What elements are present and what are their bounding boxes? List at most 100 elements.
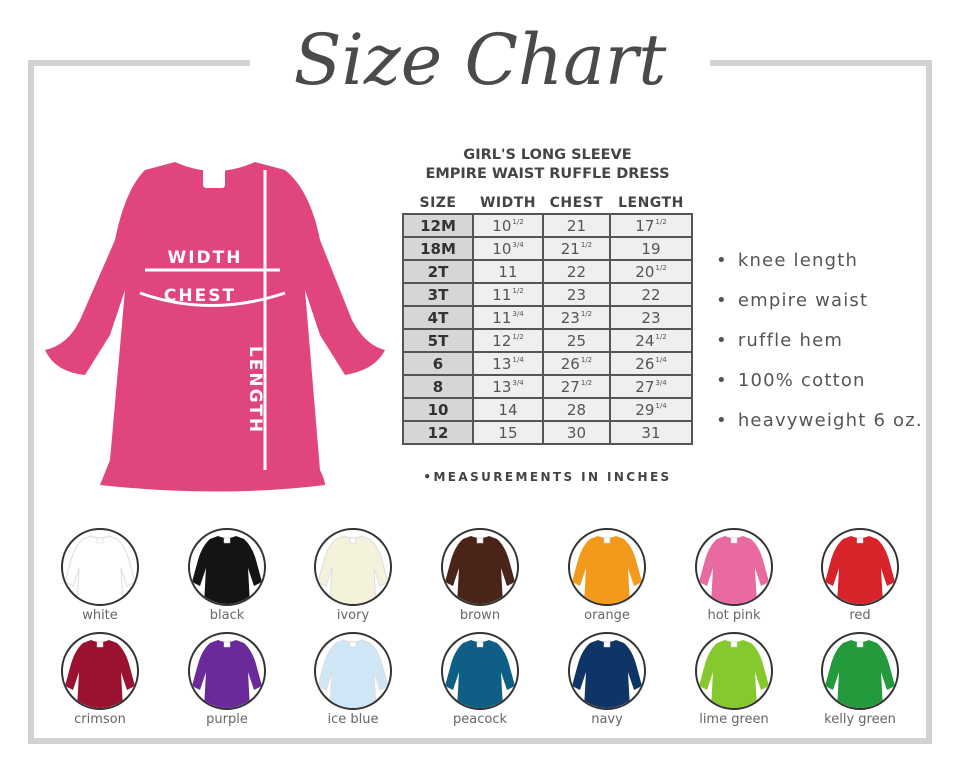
dress-thumbnail xyxy=(188,528,266,606)
color-name: purple xyxy=(206,712,248,727)
column-header: WIDTH xyxy=(479,195,536,211)
table-row: 4T 113/4 231/2 23 xyxy=(402,305,694,330)
width-cell: 14 xyxy=(472,397,544,422)
dress-thumbnail xyxy=(314,528,392,606)
fraction: 3/4 xyxy=(655,378,667,387)
table-row: 12M 101/2 21 171/2 xyxy=(402,213,694,238)
color-name: ivory xyxy=(336,608,370,623)
color-name: white xyxy=(82,608,118,623)
feature-item: ruffle hem xyxy=(716,330,923,370)
fraction: 1/2 xyxy=(580,309,593,318)
fraction: 1/2 xyxy=(655,217,667,226)
width-cell: 133/4 xyxy=(472,374,544,399)
fraction: 3/4 xyxy=(512,309,524,318)
fraction: 1/2 xyxy=(655,332,667,341)
fraction: 1/2 xyxy=(655,263,667,272)
size-cell: 4T xyxy=(402,305,474,330)
length-cell: 261/4 xyxy=(608,351,694,376)
color-swatch[interactable]: crimson xyxy=(45,632,155,727)
size-cell: 18M xyxy=(402,236,474,261)
length-cell: 19 xyxy=(608,236,694,261)
dress-thumbnail xyxy=(188,632,266,710)
dress-tag xyxy=(203,166,225,188)
dress-illustration: WIDTH CHEST LENGTH xyxy=(45,162,385,492)
dress-thumbnail xyxy=(314,632,392,710)
width-cell: 113/4 xyxy=(472,305,544,330)
chest-cell: 25 xyxy=(541,328,611,353)
chest-cell: 261/2 xyxy=(541,351,611,376)
fraction: 1/2 xyxy=(580,240,593,249)
width-cell: 131/4 xyxy=(472,351,544,376)
fraction: 1/2 xyxy=(512,332,524,341)
feature-item: knee length xyxy=(716,250,923,290)
dress-thumbnail xyxy=(568,528,646,606)
fraction: 1/2 xyxy=(580,378,593,387)
width-cell: 101/2 xyxy=(472,213,544,238)
fraction: 3/4 xyxy=(512,240,524,249)
size-cell: 3T xyxy=(402,282,474,307)
dress-thumbnail xyxy=(61,528,139,606)
chest-cell: 231/2 xyxy=(541,305,611,330)
color-swatch[interactable]: brown xyxy=(425,528,535,623)
table-row: 2T 11 22 201/2 xyxy=(402,259,694,284)
size-cell: 10 xyxy=(402,397,474,422)
dress-thumbnail xyxy=(695,632,773,710)
dress-thumbnail xyxy=(821,528,899,606)
color-swatch[interactable]: kelly green xyxy=(805,632,915,727)
column-header: CHEST xyxy=(549,195,604,211)
fraction: 1/4 xyxy=(512,355,524,364)
chest-arrow xyxy=(139,291,286,307)
size-cell: 5T xyxy=(402,328,474,353)
color-swatch[interactable]: peacock xyxy=(425,632,535,727)
color-swatch[interactable]: orange xyxy=(552,528,662,623)
length-cell: 291/4 xyxy=(608,397,694,422)
dress-thumbnail xyxy=(441,528,519,606)
length-cell: 201/2 xyxy=(608,259,694,284)
width-cell: 121/2 xyxy=(472,328,544,353)
color-name: orange xyxy=(584,608,630,623)
feature-item: 100% cotton xyxy=(716,370,923,410)
color-name: crimson xyxy=(74,712,126,727)
color-swatch[interactable]: purple xyxy=(172,632,282,727)
color-swatch[interactable]: white xyxy=(45,528,155,623)
length-cell: 22 xyxy=(608,282,694,307)
page-title: Size Chart xyxy=(250,0,710,120)
dress-thumbnail xyxy=(441,632,519,710)
fraction: 1/4 xyxy=(655,401,667,410)
width-label: WIDTH xyxy=(167,248,242,268)
color-swatch[interactable]: black xyxy=(172,528,282,623)
dress-thumbnail xyxy=(821,632,899,710)
color-swatch[interactable]: red xyxy=(805,528,915,623)
size-table: SIZE WIDTH CHEST LENGTH 12M 101/2 21 171/2 18M 1… xyxy=(402,193,694,445)
feature-list: knee lengthempire waistruffle hem100% co… xyxy=(716,250,923,450)
color-swatch[interactable]: hot pink xyxy=(679,528,789,623)
feature-item: empire waist xyxy=(716,290,923,330)
color-swatch[interactable]: ivory xyxy=(298,528,408,623)
color-name: hot pink xyxy=(707,608,761,623)
length-cell: 171/2 xyxy=(608,213,694,238)
color-name: navy xyxy=(591,712,623,727)
chest-cell: 21 xyxy=(541,213,611,238)
dress-thumbnail xyxy=(568,632,646,710)
color-swatch[interactable]: navy xyxy=(552,632,662,727)
table-title: GIRL'S LONG SLEEVE EMPIRE WAIST RUFFLE D… xyxy=(395,146,700,184)
width-cell: 111/2 xyxy=(472,282,544,307)
table-row: 5T 121/2 25 241/2 xyxy=(402,328,694,353)
length-cell: 241/2 xyxy=(608,328,694,353)
length-cell: 31 xyxy=(608,420,694,445)
size-cell: 12M xyxy=(402,213,474,238)
color-name: lime green xyxy=(699,712,769,727)
table-row: 3T 111/2 23 22 xyxy=(402,282,694,307)
color-name: ice blue xyxy=(327,712,379,727)
size-cell: 8 xyxy=(402,374,474,399)
color-swatch[interactable]: lime green xyxy=(679,632,789,727)
column-header: LENGTH xyxy=(618,195,684,211)
fraction: 1/2 xyxy=(580,355,593,364)
color-name: black xyxy=(209,608,245,623)
chest-cell: 28 xyxy=(541,397,611,422)
color-swatch[interactable]: ice blue xyxy=(298,632,408,727)
width-cell: 15 xyxy=(472,420,544,445)
table-row: 18M 103/4 211/2 19 xyxy=(402,236,694,261)
size-cell: 12 xyxy=(402,420,474,445)
feature-item: heavyweight 6 oz. xyxy=(716,410,923,450)
